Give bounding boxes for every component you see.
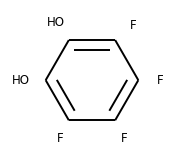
Text: F: F [130,19,136,32]
Text: HO: HO [47,16,65,29]
Text: HO: HO [12,74,30,87]
Text: F: F [57,132,63,145]
Text: F: F [121,132,127,145]
Text: F: F [156,74,163,87]
